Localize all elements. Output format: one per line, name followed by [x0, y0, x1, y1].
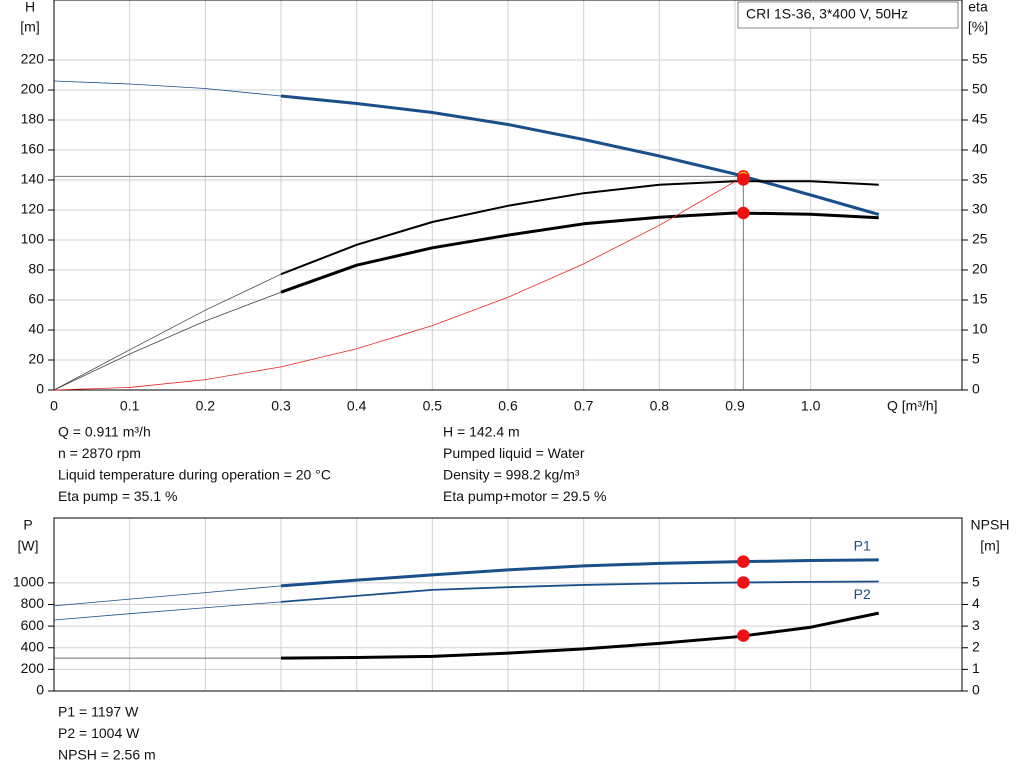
- x-tick-label: 0.2: [196, 398, 216, 414]
- y2-tick-label: 50: [972, 81, 988, 97]
- info-text: Eta pump = 35.1 %: [58, 488, 177, 504]
- y2-tick-label: 1: [972, 660, 980, 676]
- y2-tick-label: 55: [972, 51, 988, 67]
- legend-text: CRI 1S-36, 3*400 V, 50Hz: [746, 6, 908, 22]
- duty-point: [737, 206, 750, 220]
- y-tick-label: 200: [21, 660, 45, 676]
- curve: [280, 181, 736, 368]
- x-tick-label: 0.3: [271, 398, 291, 414]
- y2-tick-label: 2: [972, 638, 980, 654]
- info-text: H = 142.4 m: [443, 424, 520, 440]
- x-tick-label: 0.5: [423, 398, 443, 414]
- curve-extension: [53, 585, 282, 607]
- y-tick-label: 220: [21, 51, 45, 67]
- curve-extension: [53, 366, 282, 391]
- y2-tick-label: 0: [972, 682, 980, 698]
- y2-tick-label: 45: [972, 111, 988, 127]
- y-tick-label: 0: [36, 682, 44, 698]
- y2-axis-label: NPSH: [971, 517, 1010, 533]
- y-tick-label: 800: [21, 595, 45, 611]
- plot-frame: [53, 0, 963, 391]
- y-tick-label: 160: [21, 141, 45, 157]
- duty-point: [737, 173, 750, 186]
- y-tick-label: 80: [28, 261, 44, 277]
- y-tick-label: 60: [28, 291, 44, 307]
- plot-frame: [53, 517, 963, 692]
- curve: [280, 611, 880, 660]
- y-tick-label: 140: [21, 171, 45, 187]
- curve-extension: [53, 601, 282, 621]
- info-text: P2 = 1004 W: [58, 725, 140, 741]
- curve: [280, 94, 880, 216]
- y-axis-unit: [m]: [20, 19, 39, 35]
- series-label: P1: [854, 538, 871, 554]
- curve: [280, 558, 879, 588]
- y2-axis-unit: [%]: [968, 19, 988, 35]
- series-label: P2: [854, 586, 871, 602]
- y-tick-label: 40: [28, 321, 44, 337]
- curve-extension: [53, 291, 282, 391]
- y2-tick-label: 35: [972, 171, 988, 187]
- duty-point: [737, 576, 750, 589]
- info-text: NPSH = 2.56 m: [58, 747, 156, 763]
- y2-tick-label: 5: [972, 574, 980, 590]
- y2-tick-label: 30: [972, 201, 988, 217]
- y2-tick-label: 4: [972, 595, 980, 611]
- y2-tick-label: 20: [972, 261, 988, 277]
- y-tick-label: 0: [36, 381, 44, 397]
- curve: [280, 211, 879, 294]
- y-axis-label: P: [23, 517, 32, 533]
- info-text: P1 = 1197 W: [58, 704, 139, 720]
- x-tick-label: 0.6: [498, 398, 518, 414]
- x-tick-label: 0: [50, 398, 58, 414]
- y2-tick-label: 0: [972, 381, 980, 397]
- y-tick-label: 400: [21, 638, 45, 654]
- x-tick-label: 0.9: [725, 398, 745, 414]
- curve-extension: [53, 273, 282, 391]
- x-tick-label: 1.0: [801, 398, 821, 414]
- y2-tick-label: 25: [972, 231, 988, 247]
- curve: [280, 180, 879, 276]
- y2-axis-unit: [m]: [980, 538, 999, 554]
- info-text: Density = 998.2 kg/m³: [443, 467, 580, 483]
- x-tick-label: 0.7: [574, 398, 594, 414]
- y-tick-label: 180: [21, 111, 45, 127]
- info-text: n = 2870 rpm: [58, 445, 141, 461]
- y2-tick-label: 15: [972, 291, 988, 307]
- y2-tick-label: 3: [972, 617, 980, 633]
- y2-tick-label: 40: [972, 141, 988, 157]
- duty-point: [737, 629, 750, 642]
- x-axis-label: Q [m³/h]: [887, 398, 938, 414]
- x-tick-label: 0.4: [347, 398, 367, 414]
- info-text: Q = 0.911 m³/h: [58, 424, 151, 440]
- y2-axis-label: eta: [968, 0, 988, 15]
- y-tick-label: 200: [21, 81, 45, 97]
- info-text: Pumped liquid = Water: [443, 445, 585, 461]
- y-tick-label: 1000: [13, 574, 44, 590]
- y-tick-label: 120: [21, 201, 45, 217]
- duty-point: [737, 555, 750, 568]
- y-axis-unit: [W]: [18, 538, 39, 554]
- curve-extension: [53, 80, 282, 97]
- info-text: Liquid temperature during operation = 20…: [58, 467, 331, 483]
- info-text: Eta pump+motor = 29.5 %: [443, 488, 606, 504]
- y2-tick-label: 5: [972, 351, 980, 367]
- y-tick-label: 600: [21, 617, 45, 633]
- x-tick-label: 0.1: [120, 398, 140, 414]
- y-tick-label: 100: [21, 231, 45, 247]
- y-tick-label: 20: [28, 351, 44, 367]
- x-tick-label: 0.8: [650, 398, 670, 414]
- y-axis-label: H: [25, 0, 35, 15]
- curve: [280, 580, 879, 603]
- legend-box: [737, 1, 959, 29]
- y2-tick-label: 10: [972, 321, 988, 337]
